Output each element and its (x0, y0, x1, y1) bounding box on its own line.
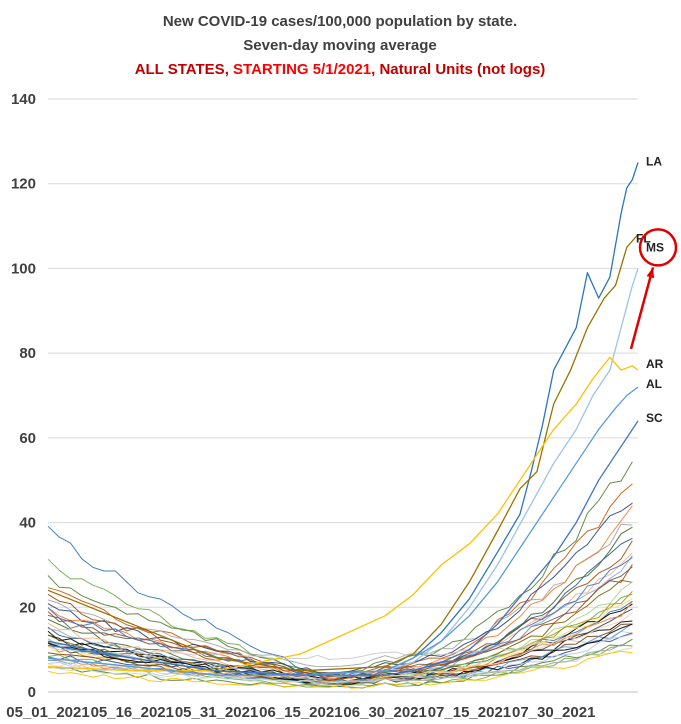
series-label-sc: SC (646, 411, 663, 425)
ms-annotation-arrowhead (646, 267, 655, 279)
y-tick-label: 20 (19, 599, 36, 616)
y-axis-ticks: 0 20 40 60 80 100 120 140 (11, 91, 36, 701)
y-tick-label: 60 (19, 430, 36, 447)
y-tick-label: 140 (11, 91, 36, 108)
y-tick-label: 40 (19, 515, 36, 532)
x-tick-label: 05_31_2021 (175, 704, 258, 721)
y-tick-label: 0 (28, 684, 36, 701)
chart-title-units: , Natural Units (not logs) (371, 61, 545, 78)
chart-title-line3: ALL STATES, STARTING 5/1/2021, Natural U… (135, 61, 546, 78)
x-tick-label: 05_16_2021 (91, 704, 174, 721)
state-line (47, 557, 633, 681)
chart-title-line1: New COVID-19 cases/100,000 population by… (163, 13, 517, 30)
gridlines (48, 98, 638, 693)
series-label-ms: MS (646, 240, 664, 254)
x-tick-label: 06_15_2021 (259, 704, 342, 721)
series-line-fl (47, 234, 639, 672)
ms-annotation-arrow (629, 267, 655, 350)
x-tick-label: 06_30_2021 (343, 704, 426, 721)
labeled-state-lines (47, 162, 639, 676)
state-line (47, 523, 633, 668)
state-line (47, 555, 633, 680)
state-line (47, 633, 633, 684)
series-label-ar: AR (646, 357, 664, 371)
state-line (47, 650, 633, 689)
x-tick-label: 07_15_2021 (428, 704, 511, 721)
chart-title-scope: ALL STATES, (135, 61, 233, 78)
x-tick-label: 07_30_2021 (512, 704, 595, 721)
chart-title-line2: Seven-day moving average (243, 37, 436, 54)
series-line-sc (47, 420, 639, 676)
ms-annotation-circle (638, 228, 678, 267)
y-tick-label: 100 (11, 260, 36, 277)
y-tick-label: 120 (11, 176, 36, 193)
series-line-al (47, 386, 639, 676)
chart-title-start: STARTING 5/1/2021 (233, 61, 371, 78)
y-tick-label: 80 (19, 345, 36, 362)
series-line-ar (47, 356, 639, 672)
other-state-lines (47, 461, 633, 689)
series-label-al: AL (646, 377, 662, 391)
state-line (47, 647, 633, 685)
series-label-la: LA (646, 155, 662, 169)
state-line (47, 628, 633, 685)
x-tick-label: 05_01_2021 (6, 704, 89, 721)
state-line (47, 461, 633, 676)
x-axis-ticks: 05_01_2021 05_16_2021 05_31_2021 06_15_2021… (6, 704, 595, 721)
ms-annotation (629, 228, 678, 350)
